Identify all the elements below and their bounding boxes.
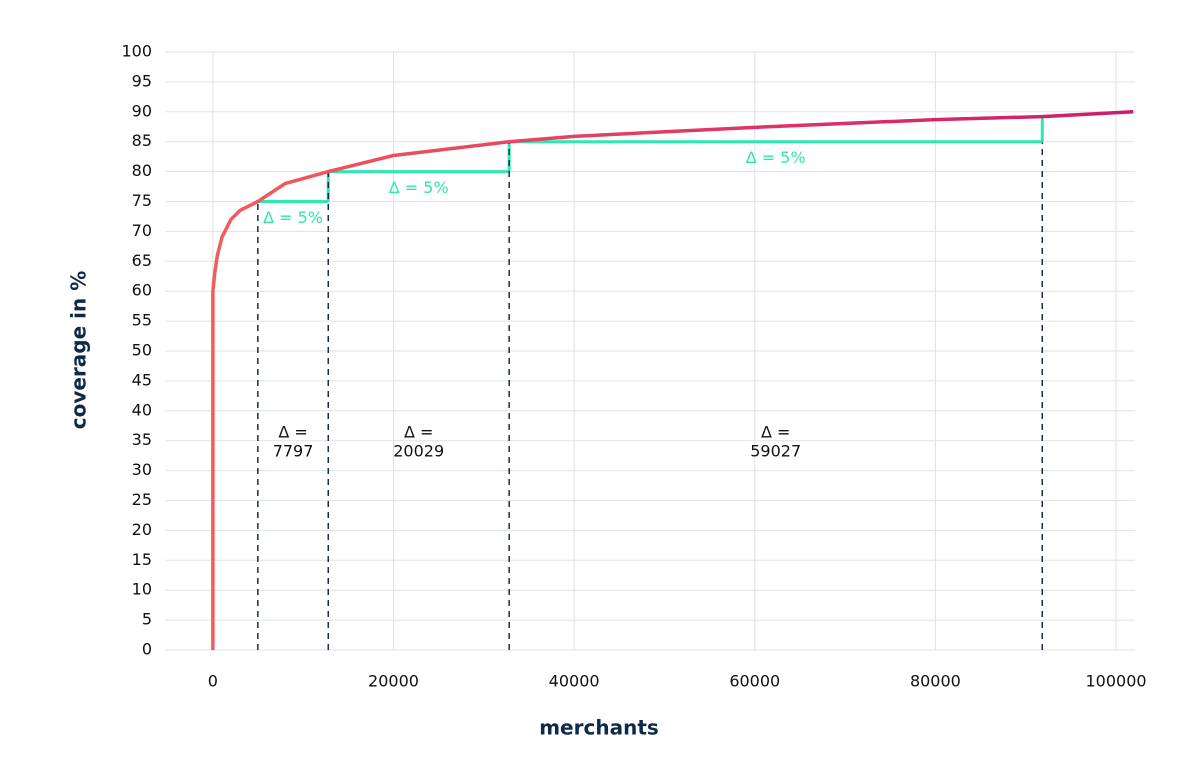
y-tick-label: 55 xyxy=(132,311,152,330)
x-tick-label: 100000 xyxy=(1085,672,1146,691)
y-tick-label: 85 xyxy=(132,131,152,150)
y-tick-label: 50 xyxy=(132,341,152,360)
x-tick-label: 60000 xyxy=(729,672,780,691)
step-label: Δ = 5% xyxy=(263,208,323,227)
y-tick-label: 90 xyxy=(132,101,152,120)
x-tick-label: 40000 xyxy=(549,672,600,691)
y-tick-label: 25 xyxy=(132,490,152,509)
x-axis-title: merchants xyxy=(539,716,659,740)
delta-label: Δ = xyxy=(404,423,433,442)
x-tick-label: 0 xyxy=(208,672,218,691)
x-tick-label: 20000 xyxy=(368,672,419,691)
y-tick-label: 70 xyxy=(132,221,152,240)
y-tick-label: 40 xyxy=(132,400,152,419)
y-tick-label: 15 xyxy=(132,550,152,569)
delta-value: 7797 xyxy=(273,442,314,461)
y-tick-label: 20 xyxy=(132,520,152,539)
step-label: Δ = 5% xyxy=(389,178,449,197)
delta-label: Δ = xyxy=(761,423,790,442)
y-tick-label: 45 xyxy=(132,370,152,389)
delta-value: 20029 xyxy=(393,442,444,461)
y-tick-label: 60 xyxy=(132,281,152,300)
y-tick-label: 75 xyxy=(132,191,152,210)
delta-label: Δ = xyxy=(278,423,307,442)
y-tick-label: 10 xyxy=(132,580,152,599)
delta-value: 59027 xyxy=(750,442,801,461)
y-tick-label: 95 xyxy=(132,71,152,90)
y-tick-label: 65 xyxy=(132,251,152,270)
step-label: Δ = 5% xyxy=(746,148,806,167)
y-tick-label: 35 xyxy=(132,430,152,449)
x-tick-label: 80000 xyxy=(910,672,961,691)
y-tick-label: 100 xyxy=(121,42,152,61)
coverage-curve xyxy=(211,110,1134,650)
y-axis-title: coverage in % xyxy=(67,271,91,430)
y-tick-label: 30 xyxy=(132,460,152,479)
y-tick-label: 0 xyxy=(142,640,152,659)
y-tick-label: 5 xyxy=(142,610,152,629)
y-tick-label: 80 xyxy=(132,161,152,180)
